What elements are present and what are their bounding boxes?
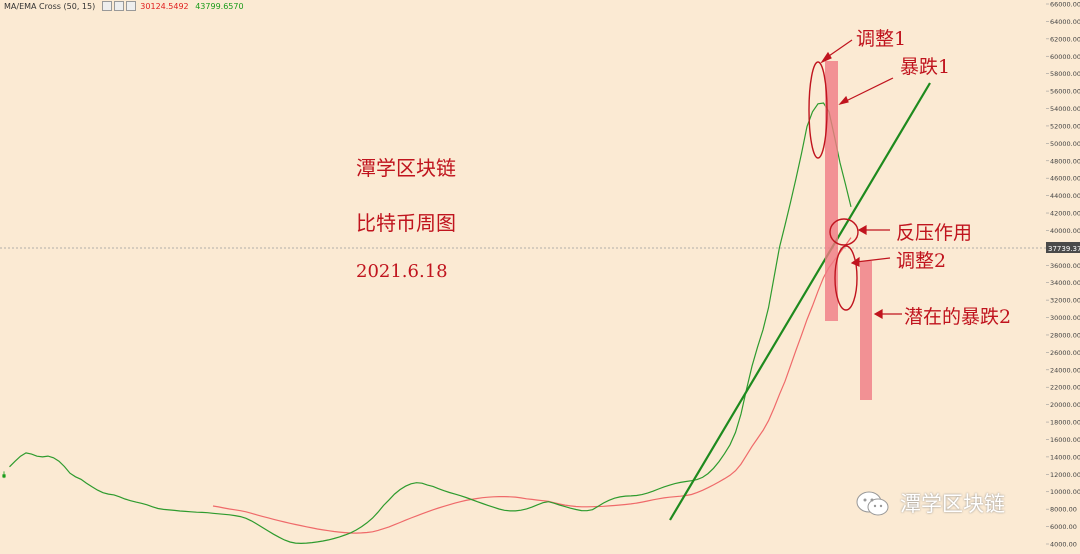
indicator-name: MA/EMA Cross (50, 15)	[4, 1, 96, 11]
y-tick-label: 24000.00	[1050, 366, 1080, 374]
wechat-icon	[856, 491, 889, 516]
y-tick-label: 66000.00	[1050, 1, 1080, 9]
y-tick-label: 36000.00	[1050, 262, 1080, 270]
indicator-value1: 30124.5492	[140, 1, 189, 11]
y-tick-label: 64000.00	[1050, 18, 1080, 26]
y-tick-label: 22000.00	[1050, 384, 1080, 392]
y-tick-label: 56000.00	[1050, 88, 1080, 96]
indicator-value2: 43799.6570	[195, 1, 244, 11]
watermark-text: 潭学区块链	[900, 492, 1005, 516]
title-date: 2021.6.18	[356, 261, 448, 282]
y-tick-label: 32000.00	[1050, 297, 1080, 305]
y-tick-label: 58000.00	[1050, 70, 1080, 78]
y-tick-label: 50000.00	[1050, 140, 1080, 148]
current-price-label: 37739.37	[1048, 245, 1080, 253]
y-tick-label: 28000.00	[1050, 331, 1080, 339]
y-tick-label: 16000.00	[1050, 436, 1080, 444]
ma-fast-line	[9, 102, 852, 545]
y-tick-label: 12000.00	[1050, 471, 1080, 479]
annotation-arrows	[820, 39, 902, 320]
y-tick-label: 14000.00	[1050, 453, 1080, 461]
indicator-header: MA/EMA Cross (50, 15) 30124.5492 43799.6…	[4, 1, 248, 11]
annotation-resistance: 反压作用	[896, 222, 973, 244]
eye-icon[interactable]	[101, 1, 112, 11]
y-tick-label: 60000.00	[1050, 53, 1080, 61]
y-tick-label: 4000.00	[1050, 541, 1077, 549]
trendline	[669, 82, 931, 521]
y-tick-label: 8000.00	[1050, 506, 1077, 514]
y-tick-label: 54000.00	[1050, 105, 1080, 113]
adjust1-circle	[808, 61, 828, 159]
y-tick-label: 6000.00	[1050, 523, 1077, 531]
adjust2-circle	[834, 245, 858, 311]
y-tick-label: 26000.00	[1050, 349, 1080, 357]
y-tick-label: 34000.00	[1050, 279, 1080, 287]
annotation-adjust2: 调整2	[896, 250, 947, 272]
candles-group	[2, 471, 6, 479]
y-tick-label: 52000.00	[1050, 122, 1080, 130]
y-tick-label: 62000.00	[1050, 35, 1080, 43]
title-sub: 比特币周图	[356, 211, 456, 235]
annotation-crash1: 暴跌1	[900, 56, 951, 78]
resistance-circle	[829, 218, 859, 246]
settings-icon[interactable]	[113, 1, 124, 11]
y-tick-label: 30000.00	[1050, 314, 1080, 322]
ma-slow-line	[212, 237, 852, 534]
candle-body	[2, 474, 6, 478]
y-tick-label: 20000.00	[1050, 401, 1080, 409]
crash1-highlight	[825, 61, 838, 321]
annotation-adjust1: 调整1	[856, 28, 907, 50]
y-tick-label: 18000.00	[1050, 419, 1080, 427]
y-tick-label: 40000.00	[1050, 227, 1080, 235]
y-tick-label: 10000.00	[1050, 488, 1080, 496]
y-tick-label: 44000.00	[1050, 192, 1080, 200]
y-tick-label: 42000.00	[1050, 210, 1080, 218]
y-tick-label: 46000.00	[1050, 175, 1080, 183]
y-tick-label: 48000.00	[1050, 157, 1080, 165]
current-price-tag	[1046, 242, 1080, 253]
crash2-highlight	[860, 261, 872, 400]
annotation-crash2: 潜在的暴跌2	[904, 306, 1012, 328]
title-main: 潭学区块链	[356, 156, 456, 180]
close-icon[interactable]	[125, 1, 136, 11]
y-axis: 66000.00 64000.00 62000.00 60000.00 58000.00…	[1046, 1, 1080, 549]
